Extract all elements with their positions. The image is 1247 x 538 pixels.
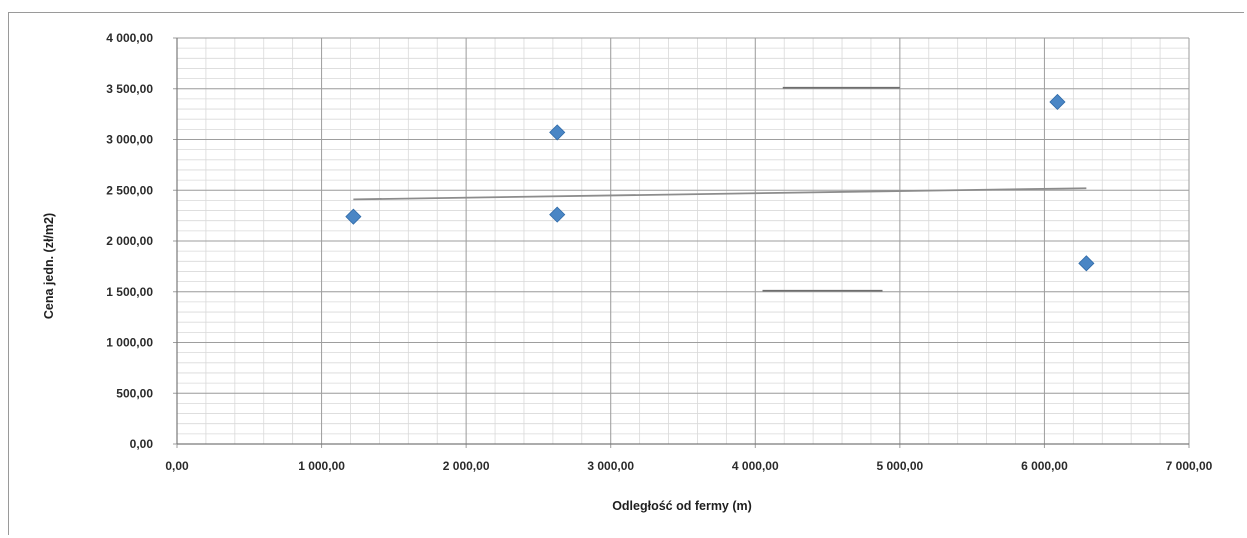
y-tick-label: 3 000,00 xyxy=(106,133,153,147)
x-tick-label: 5 000,00 xyxy=(876,459,923,473)
x-tick-label: 7 000,00 xyxy=(1166,459,1213,473)
x-tick-label: 0,00 xyxy=(165,459,189,473)
trendline xyxy=(353,187,1087,201)
chart-frame xyxy=(8,12,1244,535)
y-tick-label: 2 000,00 xyxy=(106,234,153,248)
data-point xyxy=(549,206,566,223)
y-tick-label: 500,00 xyxy=(116,386,153,400)
x-tick-label: 4 000,00 xyxy=(732,459,779,473)
y-tick-label: 2 500,00 xyxy=(106,183,153,197)
x-tick-label: 2 000,00 xyxy=(443,459,490,473)
x-tick-label: 6 000,00 xyxy=(1021,459,1068,473)
y-tick-label: 4 000,00 xyxy=(106,31,153,45)
line-layer xyxy=(353,86,1087,292)
y-tick-label: 0,00 xyxy=(130,437,154,451)
data-point xyxy=(1049,93,1066,111)
data-point xyxy=(345,208,362,225)
grid-layer xyxy=(173,37,1190,448)
x-axis-title: Odległość od fermy (m) xyxy=(612,499,752,513)
axis-layer: 0,00 1 000,00 2 000,00 3 000,00 4 000,00 5 00… xyxy=(106,31,1212,473)
point-layer xyxy=(345,93,1095,272)
y-tick-label: 3 500,00 xyxy=(106,82,153,96)
x-tick-label: 1 000,00 xyxy=(298,459,345,473)
data-point xyxy=(1078,255,1095,272)
y-axis-title: Cena jedn. (zł/m2) xyxy=(42,213,56,319)
y-tick-label: 1 000,00 xyxy=(106,336,153,350)
x-tick-label: 3 000,00 xyxy=(587,459,634,473)
data-point xyxy=(549,124,566,141)
y-tick-label: 1 500,00 xyxy=(106,285,153,299)
